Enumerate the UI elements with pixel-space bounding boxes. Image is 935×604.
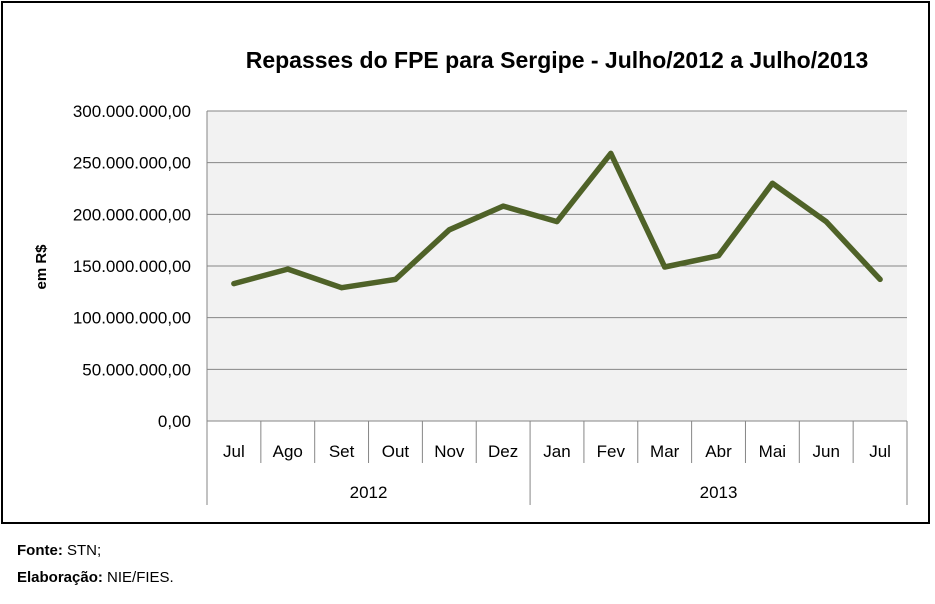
y-tick-label: 150.000.000,00 [73, 257, 191, 276]
data-point [769, 180, 775, 186]
footer-source-value: STN; [62, 542, 102, 559]
y-axis-title: em R$ [33, 244, 50, 290]
footer-elaboration: Elaboração: NIE/FIES. [17, 569, 174, 586]
data-point [231, 281, 237, 287]
y-tick-label: 50.000.000,00 [82, 360, 191, 379]
footer-elaboration-value: NIE/FIES. [102, 569, 174, 586]
x-tick-label: Dez [488, 442, 518, 461]
data-point [554, 219, 560, 225]
x-tick-label: Set [329, 442, 355, 461]
data-point [339, 285, 345, 291]
x-tick-label: Abr [705, 442, 732, 461]
data-point [500, 203, 506, 209]
footer-source-label: Fonte: [17, 542, 63, 559]
data-point [392, 276, 398, 282]
data-point [716, 253, 722, 259]
y-tick-label: 200.000.000,00 [73, 205, 191, 224]
data-point [285, 266, 291, 272]
x-tick-label: Jul [869, 442, 891, 461]
data-point [662, 264, 668, 270]
x-tick-label: Out [382, 442, 410, 461]
chart-frame: Repasses do FPE para Sergipe - Julho/201… [1, 1, 930, 524]
y-tick-label: 300.000.000,00 [73, 102, 191, 121]
x-tick-label: Mar [650, 442, 680, 461]
data-point [608, 150, 614, 156]
y-tick-label: 100.000.000,00 [73, 309, 191, 328]
x-tick-label: Fev [597, 442, 626, 461]
chart-title: Repasses do FPE para Sergipe - Julho/201… [246, 47, 869, 73]
footer-elaboration-label: Elaboração: [17, 569, 103, 586]
x-tick-label: Ago [273, 442, 303, 461]
y-tick-label: 0,00 [158, 412, 191, 431]
data-point [823, 219, 829, 225]
chart-svg: Repasses do FPE para Sergipe - Julho/201… [33, 47, 908, 505]
footer-source: Fonte: STN; [17, 542, 101, 559]
data-point [877, 276, 883, 282]
year-label: 2013 [700, 483, 738, 502]
y-tick-label: 250.000.000,00 [73, 154, 191, 173]
x-tick-label: Nov [434, 442, 465, 461]
x-tick-label: Jun [813, 442, 840, 461]
data-point [446, 227, 452, 233]
x-tick-label: Jul [223, 442, 245, 461]
year-label: 2012 [350, 483, 388, 502]
x-tick-label: Jan [543, 442, 570, 461]
x-tick-label: Mai [759, 442, 786, 461]
